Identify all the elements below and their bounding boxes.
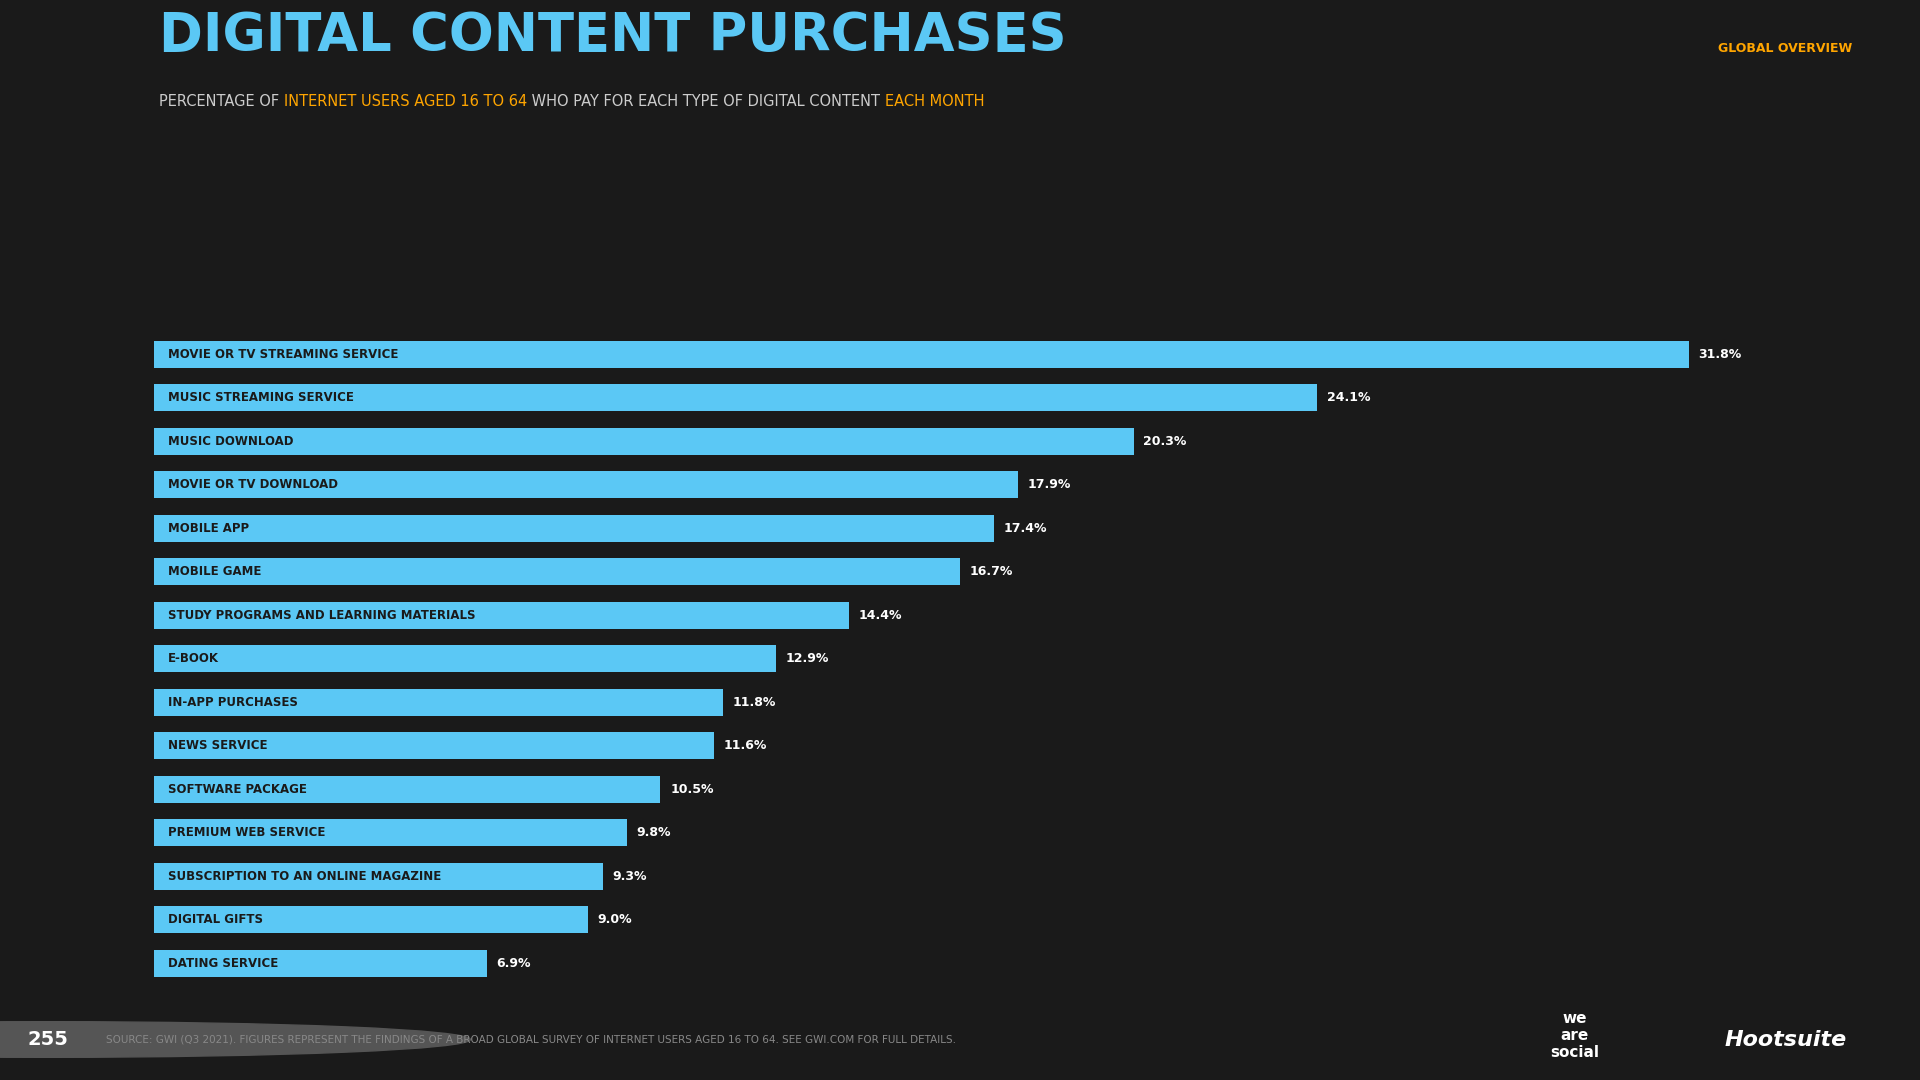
Bar	[154, 863, 603, 890]
Bar	[154, 341, 1690, 368]
Bar	[154, 949, 486, 976]
Text: MOBILE GAME: MOBILE GAME	[169, 565, 261, 578]
Text: 17.9%: 17.9%	[1027, 478, 1071, 491]
Text: 9.0%: 9.0%	[597, 914, 632, 927]
Text: DATING SERVICE: DATING SERVICE	[169, 957, 278, 970]
Text: STUDY PROGRAMS AND LEARNING MATERIALS: STUDY PROGRAMS AND LEARNING MATERIALS	[169, 609, 476, 622]
Text: we
are
social: we are social	[1549, 1011, 1599, 1061]
Text: SOURCE: GWI (Q3 2021). FIGURES REPRESENT THE FINDINGS OF A BROAD GLOBAL SURVEY O: SOURCE: GWI (Q3 2021). FIGURES REPRESENT…	[106, 1035, 956, 1044]
Text: 31.8%: 31.8%	[1699, 348, 1741, 361]
Bar	[154, 732, 714, 759]
Text: Hootsuite: Hootsuite	[1724, 1029, 1847, 1050]
Text: 20.3%: 20.3%	[1142, 435, 1187, 448]
Text: DIGITAL CONTENT PURCHASES: DIGITAL CONTENT PURCHASES	[159, 11, 1066, 63]
Text: MUSIC STREAMING SERVICE: MUSIC STREAMING SERVICE	[169, 391, 353, 404]
Bar	[154, 558, 960, 585]
Text: MOBILE APP: MOBILE APP	[169, 522, 250, 535]
Bar	[154, 775, 660, 802]
Bar	[154, 820, 626, 847]
Text: 11.6%: 11.6%	[724, 740, 766, 753]
Text: 16.7%: 16.7%	[970, 565, 1014, 578]
Text: 14.4%: 14.4%	[858, 609, 902, 622]
Text: MOVIE OR TV DOWNLOAD: MOVIE OR TV DOWNLOAD	[169, 478, 338, 491]
Text: PERCENTAGE OF: PERCENTAGE OF	[159, 94, 284, 109]
Bar	[154, 906, 588, 933]
Bar	[154, 471, 1018, 498]
Bar	[154, 384, 1317, 411]
Text: IN-APP PURCHASES: IN-APP PURCHASES	[169, 696, 298, 708]
Text: DIGITAL GIFTS: DIGITAL GIFTS	[169, 914, 263, 927]
Circle shape	[0, 1022, 470, 1057]
Text: SOFTWARE PACKAGE: SOFTWARE PACKAGE	[169, 783, 307, 796]
Text: E-BOOK: E-BOOK	[169, 652, 219, 665]
Text: WHO PAY FOR EACH TYPE OF DIGITAL CONTENT: WHO PAY FOR EACH TYPE OF DIGITAL CONTENT	[526, 94, 885, 109]
Text: INTERNET USERS AGED 16 TO 64: INTERNET USERS AGED 16 TO 64	[284, 94, 526, 109]
Text: SUBSCRIPTION TO AN ONLINE MAGAZINE: SUBSCRIPTION TO AN ONLINE MAGAZINE	[169, 869, 442, 882]
Text: 17.4%: 17.4%	[1004, 522, 1046, 535]
Text: 9.8%: 9.8%	[636, 826, 670, 839]
Bar	[154, 602, 849, 629]
Text: 11.8%: 11.8%	[733, 696, 776, 708]
Text: JAN: JAN	[29, 30, 106, 68]
Bar	[154, 515, 993, 542]
Bar	[154, 428, 1133, 455]
Bar	[154, 646, 776, 672]
Bar	[154, 689, 724, 716]
Text: MOVIE OR TV STREAMING SERVICE: MOVIE OR TV STREAMING SERVICE	[169, 348, 399, 361]
Text: MUSIC DOWNLOAD: MUSIC DOWNLOAD	[169, 435, 294, 448]
Text: GLOBAL OVERVIEW: GLOBAL OVERVIEW	[1718, 42, 1853, 55]
Text: PREMIUM WEB SERVICE: PREMIUM WEB SERVICE	[169, 826, 326, 839]
Text: EACH MONTH: EACH MONTH	[885, 94, 985, 109]
Text: 2022: 2022	[13, 75, 121, 112]
Text: 6.9%: 6.9%	[497, 957, 530, 970]
Text: 24.1%: 24.1%	[1327, 391, 1371, 404]
Text: 9.3%: 9.3%	[612, 869, 647, 882]
Text: 10.5%: 10.5%	[670, 783, 714, 796]
Text: 12.9%: 12.9%	[785, 652, 829, 665]
Text: 255: 255	[27, 1030, 69, 1049]
Text: NEWS SERVICE: NEWS SERVICE	[169, 740, 267, 753]
